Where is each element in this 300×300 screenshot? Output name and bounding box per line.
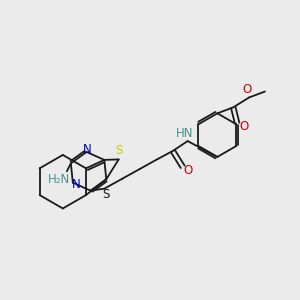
Text: N: N [83, 143, 92, 157]
Text: HN: HN [176, 127, 194, 140]
Text: H₂N: H₂N [48, 173, 70, 186]
Text: O: O [239, 120, 249, 133]
Text: S: S [115, 144, 122, 157]
Text: S: S [103, 188, 110, 201]
Text: N: N [71, 178, 80, 191]
Text: O: O [242, 83, 252, 96]
Text: O: O [183, 164, 192, 177]
